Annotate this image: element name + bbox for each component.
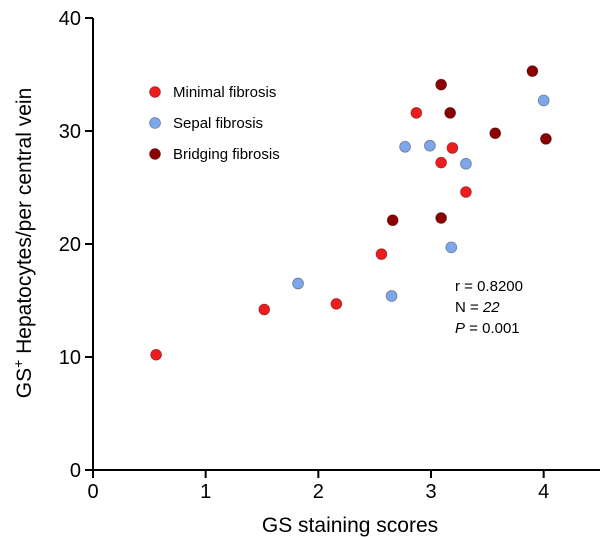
data-point-minimal-fibrosis [330, 297, 343, 310]
y-tick-label: 0 [70, 460, 81, 482]
data-point-bridging-fibrosis [435, 212, 448, 224]
x-tick-label: 2 [313, 481, 324, 503]
stat-n: N = 22 [455, 299, 500, 316]
y-tick-label: 20 [59, 234, 81, 256]
x-tick-label: 0 [87, 481, 98, 503]
data-point-minimal-fibrosis [150, 348, 162, 361]
y-axis-title: GS+ Hepatocytes/per central vein [10, 88, 36, 399]
data-point-sepal-fibrosis [423, 139, 436, 152]
stats-annotation: r = 0.8200 N = 22 P = 0.001 [455, 278, 523, 337]
data-point-minimal-fibrosis [258, 303, 271, 316]
data-point-sepal-fibrosis [399, 140, 411, 153]
data-point-minimal-fibrosis [460, 186, 472, 198]
legend: Minimal fibrosis Sepal fibrosis Bridging f… [149, 84, 280, 163]
data-point-bridging-fibrosis [540, 133, 552, 145]
data-point-sepal-fibrosis [292, 277, 304, 290]
legend-marker-minimal-fibrosis [149, 86, 161, 98]
data-point-sepal-fibrosis [460, 157, 472, 170]
x-tick-label: 4 [538, 481, 549, 503]
data-point-minimal-fibrosis [446, 142, 459, 154]
data-point-sepal-fibrosis [537, 94, 550, 107]
data-point-minimal-fibrosis [410, 107, 423, 119]
legend-marker-sepal-fibrosis [149, 117, 161, 129]
data-point-bridging-fibrosis [386, 214, 399, 227]
x-tick-label: 1 [200, 481, 211, 503]
legend-marker-bridging-fibrosis [149, 148, 161, 160]
y-tick-label: 10 [59, 347, 81, 369]
stat-p: P = 0.001 [455, 320, 520, 337]
legend-label-minimal-fibrosis: Minimal fibrosis [173, 84, 276, 101]
x-axis-title: GS staining scores [262, 514, 438, 537]
plot-area: 0 10 20 30 40 0 1 2 3 4 [59, 8, 600, 503]
data-point-bridging-fibrosis [489, 127, 502, 140]
data-point-bridging-fibrosis [435, 78, 448, 91]
data-point-bridging-fibrosis [526, 65, 539, 78]
stat-r: r = 0.8200 [455, 278, 523, 295]
x-tick-label: 3 [425, 481, 436, 503]
y-tick-label: 30 [59, 121, 81, 143]
legend-label-bridging-fibrosis: Bridging fibrosis [173, 146, 280, 163]
legend-label-sepal-fibrosis: Sepal fibrosis [173, 115, 263, 132]
data-point-minimal-fibrosis [435, 156, 448, 169]
data-point-bridging-fibrosis [444, 107, 457, 119]
y-tick-label: 40 [59, 8, 81, 30]
data-point-sepal-fibrosis [445, 241, 458, 254]
data-point-sepal-fibrosis [385, 290, 398, 302]
data-point-minimal-fibrosis [375, 248, 388, 261]
